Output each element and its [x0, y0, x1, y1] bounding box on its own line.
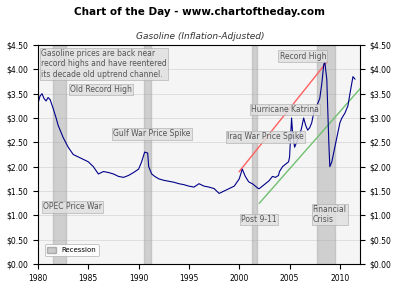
Bar [317, 45, 335, 264]
Text: OPEC Price War: OPEC Price War [43, 202, 102, 211]
Bar [252, 45, 257, 264]
Text: Iraq War Price Spike: Iraq War Price Spike [227, 132, 304, 141]
Text: Gulf War Price Spike: Gulf War Price Spike [114, 129, 191, 138]
Text: Old Record High: Old Record High [70, 85, 132, 94]
Text: Record High: Record High [280, 52, 326, 61]
Bar [144, 45, 151, 264]
Text: Gasoline (Inflation-Adjusted): Gasoline (Inflation-Adjusted) [136, 32, 264, 41]
Text: Gasoline prices are back near
record highs and have reentered
its decade old upt: Gasoline prices are back near record hig… [41, 49, 167, 79]
Text: Financial
Crisis: Financial Crisis [313, 205, 347, 224]
Text: Chart of the Day - www.chartoftheday.com: Chart of the Day - www.chartoftheday.com [74, 7, 326, 17]
Bar [53, 45, 66, 264]
Legend: Recession: Recession [45, 244, 99, 256]
Text: Hurricane Katrina: Hurricane Katrina [251, 105, 319, 114]
Text: Post 9-11: Post 9-11 [241, 215, 277, 224]
